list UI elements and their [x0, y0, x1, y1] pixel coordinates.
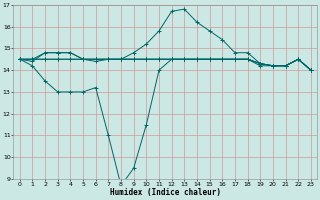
X-axis label: Humidex (Indice chaleur): Humidex (Indice chaleur)	[110, 188, 221, 197]
